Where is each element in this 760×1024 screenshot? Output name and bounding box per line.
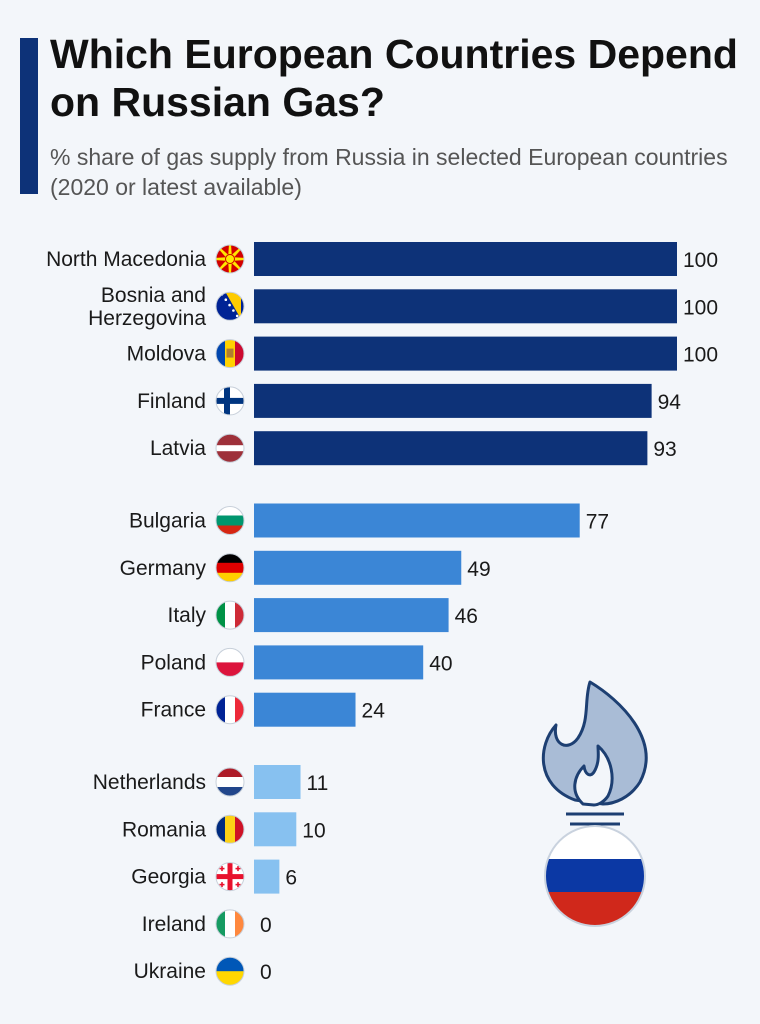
- bar-row: Moldova 100: [127, 336, 718, 371]
- bar-row: Italy 46: [167, 598, 478, 633]
- value-label: 6: [285, 867, 297, 890]
- poland-flag-icon: [215, 647, 245, 677]
- bar: [254, 289, 677, 324]
- category-label: North Macedonia: [46, 248, 206, 271]
- gas-flame-icon: [541, 680, 648, 826]
- category-label: Ukraine: [134, 960, 206, 983]
- category-label: Ireland: [142, 913, 206, 936]
- romania-flag-icon: [215, 814, 245, 844]
- netherlands-flag-icon: [215, 767, 245, 797]
- bar-row: Bosnia and Herzegovina 100: [88, 284, 718, 330]
- latvia-flag-icon: [215, 433, 245, 463]
- bar: [254, 645, 424, 680]
- bosnia-and-herzegovina-flag-icon: [215, 291, 245, 321]
- bar-row: Poland 40: [141, 645, 453, 680]
- bar: [254, 765, 301, 799]
- france-flag-icon: [215, 695, 245, 725]
- value-label: 100: [683, 296, 718, 319]
- value-label: 46: [455, 605, 478, 628]
- category-label: Moldova: [127, 343, 207, 366]
- category-label: Latvia: [150, 437, 206, 460]
- bar-row: France 24: [141, 692, 386, 727]
- russia-flag: [544, 825, 646, 927]
- value-label: 100: [683, 344, 718, 367]
- value-label: 24: [362, 700, 386, 723]
- germany-flag-icon: [215, 553, 245, 583]
- category-label: France: [141, 699, 206, 722]
- bar-row: Georgia 6: [131, 859, 297, 894]
- category-label: Poland: [141, 651, 206, 674]
- value-label: 0: [260, 961, 272, 984]
- category-label: Italy: [167, 604, 206, 627]
- bar: [254, 242, 677, 276]
- bar-row: North Macedonia 100: [46, 242, 718, 276]
- bar: [254, 859, 280, 894]
- italy-flag-icon: [215, 600, 245, 630]
- value-label: 94: [658, 391, 682, 414]
- value-label: 10: [302, 819, 325, 842]
- chart-title: Which European Countries Depend on Russi…: [50, 31, 738, 125]
- finland-flag-icon: [215, 386, 245, 416]
- bar-row: Latvia 93: [150, 431, 677, 466]
- value-label: 11: [307, 772, 329, 795]
- title-accent-bar: [20, 38, 38, 194]
- ireland-flag-icon: [215, 909, 245, 939]
- category-label: Bosnia and Herzegovina: [88, 284, 206, 330]
- bar: [254, 550, 462, 585]
- bar: [254, 812, 297, 847]
- category-label: Bulgaria: [129, 510, 206, 533]
- category-label: Germany: [120, 557, 207, 580]
- bulgaria-flag-icon: [215, 506, 245, 535]
- bar-row: Germany 49: [120, 550, 491, 585]
- bar-row: Netherlands 11: [93, 765, 329, 799]
- georgia-flag-icon: [215, 862, 245, 892]
- bar: [254, 431, 648, 466]
- bar-row: Bulgaria 77: [129, 503, 609, 538]
- bar: [254, 383, 652, 418]
- value-label: 77: [586, 511, 609, 534]
- bar-row: Romania 10: [122, 812, 326, 847]
- bar: [254, 692, 356, 727]
- north-macedonia-flag-icon: [215, 244, 245, 274]
- category-label: Romania: [122, 818, 206, 841]
- bar: [254, 503, 580, 538]
- bar-row: Ukraine 0: [134, 956, 272, 986]
- value-label: 0: [260, 914, 272, 937]
- value-label: 49: [467, 558, 490, 581]
- chart-subtitle: % share of gas supply from Russia in sel…: [50, 144, 728, 200]
- value-label: 100: [683, 249, 718, 272]
- bar: [254, 598, 449, 633]
- category-label: Netherlands: [93, 771, 206, 794]
- category-label: Finland: [137, 390, 206, 413]
- value-label: 93: [653, 438, 676, 461]
- bar-row: Finland 94: [137, 383, 682, 418]
- value-label: 40: [429, 652, 452, 675]
- bar: [254, 336, 677, 371]
- category-label: Georgia: [131, 866, 206, 889]
- moldova-flag-icon: [215, 339, 245, 369]
- ukraine-flag-icon: [215, 956, 245, 986]
- bar-row: Ireland 0: [142, 909, 272, 939]
